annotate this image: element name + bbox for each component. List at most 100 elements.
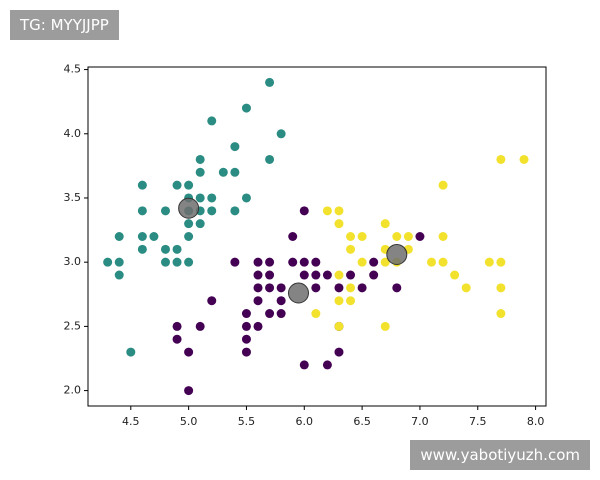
point <box>195 219 205 229</box>
point <box>195 321 205 331</box>
point <box>276 309 286 319</box>
point <box>253 283 263 293</box>
point <box>241 334 251 344</box>
point <box>265 283 275 293</box>
point <box>172 244 182 254</box>
point <box>230 206 240 216</box>
point <box>184 386 194 396</box>
point <box>380 257 390 267</box>
point <box>172 180 182 190</box>
y-tick-label: 3.5 <box>64 191 82 204</box>
point <box>519 154 529 164</box>
point <box>484 257 494 267</box>
x-tick-label: 7.0 <box>411 415 429 428</box>
point <box>241 321 251 331</box>
point <box>265 270 275 280</box>
point <box>357 257 367 267</box>
point <box>311 309 321 319</box>
point <box>184 180 194 190</box>
point <box>253 296 263 306</box>
point <box>114 270 124 280</box>
y-tick-label: 4.0 <box>64 127 82 140</box>
point <box>496 309 506 319</box>
point <box>299 270 309 280</box>
point <box>369 270 379 280</box>
point <box>276 283 286 293</box>
point <box>160 206 170 216</box>
x-tick-label: 6.5 <box>353 415 371 428</box>
point <box>218 167 228 177</box>
point <box>149 232 159 241</box>
point <box>334 283 344 293</box>
point <box>334 321 344 331</box>
point <box>265 154 275 164</box>
point <box>438 180 448 190</box>
point <box>334 296 344 306</box>
point <box>114 232 124 241</box>
point <box>253 270 263 280</box>
y-tick-label: 2.0 <box>64 384 82 397</box>
point <box>438 257 448 267</box>
x-tick-label: 7.5 <box>469 415 487 428</box>
point <box>334 219 344 229</box>
point <box>195 154 205 164</box>
point <box>415 232 425 241</box>
point <box>276 129 286 139</box>
point <box>253 321 263 331</box>
point <box>103 257 113 267</box>
point <box>265 77 275 87</box>
watermark: TG: MYYJJPP <box>10 10 119 40</box>
point <box>346 296 356 306</box>
point <box>241 347 251 357</box>
point <box>230 257 240 267</box>
point <box>230 167 240 177</box>
point <box>137 244 147 254</box>
point <box>184 219 194 229</box>
centroid <box>287 282 309 304</box>
y-tick-label: 4.5 <box>64 63 82 76</box>
point <box>322 206 332 216</box>
point <box>461 283 471 293</box>
point <box>172 321 182 331</box>
point <box>403 232 413 241</box>
point <box>334 347 344 357</box>
point <box>241 309 251 319</box>
point <box>311 270 321 280</box>
point <box>288 232 298 241</box>
point <box>184 257 194 267</box>
point <box>369 257 379 267</box>
point <box>241 103 251 113</box>
point <box>346 244 356 254</box>
x-tick-label: 5.5 <box>238 415 256 428</box>
point <box>265 257 275 267</box>
point <box>357 232 367 241</box>
y-tick-label: 3.0 <box>64 255 82 268</box>
point <box>346 270 356 280</box>
point <box>137 206 147 216</box>
x-tick-label: 8.0 <box>527 415 545 428</box>
point <box>241 193 251 203</box>
point <box>160 244 170 254</box>
point <box>311 283 321 293</box>
point <box>496 283 506 293</box>
point <box>450 270 460 280</box>
point <box>496 257 506 267</box>
point <box>438 232 448 241</box>
point <box>207 206 217 216</box>
point <box>322 360 332 370</box>
plot-frame <box>87 66 547 407</box>
watermark: www.yabotiyuzh.com <box>410 440 590 470</box>
point <box>160 257 170 267</box>
point <box>195 167 205 177</box>
point <box>334 270 344 280</box>
point <box>207 116 217 126</box>
point <box>380 219 390 229</box>
point <box>184 232 194 241</box>
x-tick-label: 4.5 <box>122 415 140 428</box>
centroid <box>178 197 200 219</box>
point <box>230 142 240 152</box>
point <box>299 206 309 216</box>
point <box>288 257 298 267</box>
